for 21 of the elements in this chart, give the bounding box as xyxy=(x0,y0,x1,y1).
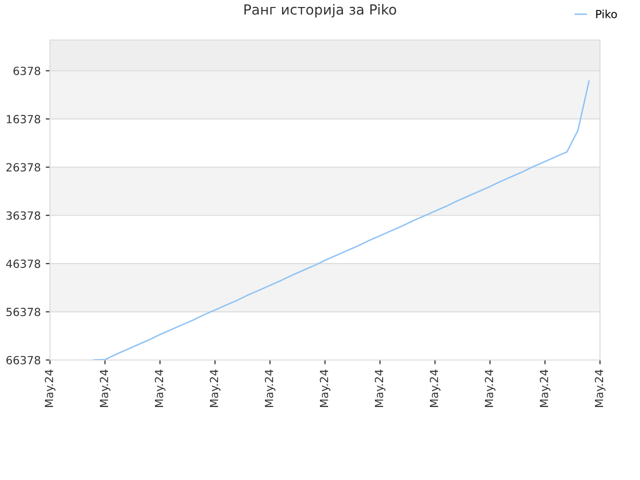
x-tick-label: May.24 xyxy=(540,370,550,407)
line-series xyxy=(93,80,590,360)
chart-title: Ранг историја за Piko xyxy=(244,4,396,18)
y-tick-label: 66378 xyxy=(6,356,40,364)
y-tick-label: 16378 xyxy=(6,114,40,124)
x-tick-label: May.24 xyxy=(594,370,606,407)
x-tick-label: May.24 xyxy=(44,370,56,407)
x-tick-label: May.24 xyxy=(264,370,276,407)
y-tick-label: 56378 xyxy=(6,308,40,316)
y-tick-label: 36378 xyxy=(6,211,40,220)
x-tick-label: May.24 xyxy=(484,370,496,407)
legend-label: Piko xyxy=(596,10,617,18)
x-tick-label: May.24 xyxy=(430,370,440,407)
y-tick-label: 46378 xyxy=(6,260,40,268)
y-tick-label: 6378 xyxy=(13,66,40,76)
x-tick-label: May.24 xyxy=(374,370,386,407)
x-tick-label: May.24 xyxy=(320,370,330,407)
x-tick-label: May.24 xyxy=(210,370,220,407)
y-tick-label: 26378 xyxy=(6,163,40,172)
x-tick-label: May.24 xyxy=(100,370,110,407)
x-tick-label: May.24 xyxy=(154,370,166,407)
